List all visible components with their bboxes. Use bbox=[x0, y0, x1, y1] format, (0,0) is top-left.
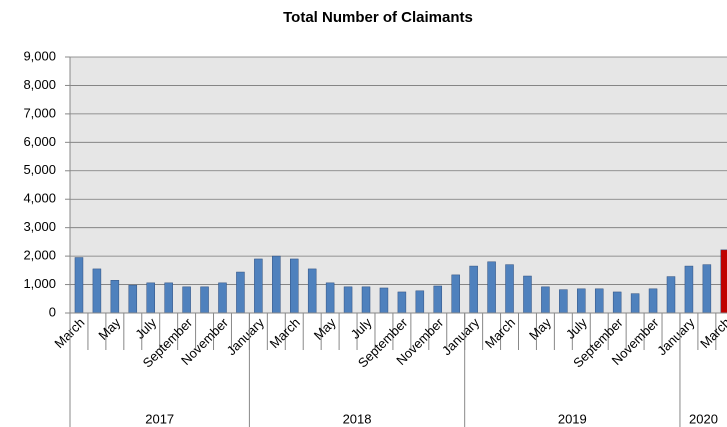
bar bbox=[720, 249, 727, 314]
bar bbox=[218, 282, 227, 314]
y-tick-label: 5,000 bbox=[23, 162, 56, 177]
bar bbox=[254, 258, 263, 314]
bar bbox=[541, 286, 550, 314]
group-label: 2017 bbox=[145, 411, 174, 426]
y-tick-label: 8,000 bbox=[23, 77, 56, 92]
bar bbox=[110, 280, 120, 314]
bar bbox=[343, 286, 353, 314]
bar bbox=[236, 271, 245, 314]
y-tick-label: 1,000 bbox=[23, 276, 56, 291]
x-tick-label: July bbox=[348, 315, 375, 342]
bar bbox=[469, 265, 478, 314]
bar bbox=[630, 293, 640, 314]
x-tick-label: March bbox=[51, 315, 87, 351]
bar bbox=[74, 257, 84, 314]
bar bbox=[433, 285, 443, 314]
bar bbox=[487, 261, 496, 314]
x-tick-label: July bbox=[563, 315, 590, 342]
chart-title: Total Number of Claimants bbox=[283, 9, 473, 26]
bar bbox=[702, 264, 712, 314]
bar bbox=[325, 282, 335, 314]
x-tick-label: July bbox=[132, 315, 159, 342]
x-tick-label: January bbox=[439, 315, 483, 359]
bar bbox=[272, 255, 281, 314]
x-tick-label: January bbox=[224, 315, 268, 359]
bar bbox=[559, 289, 568, 314]
y-tick-label: 2,000 bbox=[23, 248, 56, 263]
bar bbox=[684, 265, 694, 314]
bar bbox=[307, 268, 317, 314]
x-tick-label: May bbox=[95, 315, 123, 343]
bar bbox=[397, 291, 407, 314]
bar bbox=[164, 282, 173, 314]
bar bbox=[648, 288, 658, 314]
bar bbox=[146, 282, 155, 314]
bar bbox=[612, 291, 622, 314]
group-label: 2018 bbox=[343, 411, 372, 426]
y-tick-label: 3,000 bbox=[23, 219, 56, 234]
y-tick-label: 0 bbox=[49, 304, 56, 319]
x-tick-label: May bbox=[526, 315, 554, 343]
group-label: 2020 bbox=[689, 411, 718, 426]
y-tick-label: 7,000 bbox=[23, 105, 56, 120]
bar bbox=[577, 288, 586, 314]
y-tick-label: 9,000 bbox=[23, 48, 56, 63]
x-tick-label: May bbox=[311, 315, 339, 343]
bar bbox=[379, 287, 389, 314]
bar bbox=[361, 286, 371, 314]
bar bbox=[290, 258, 299, 314]
y-tick-label: 6,000 bbox=[23, 134, 56, 149]
x-tick-label: March bbox=[697, 315, 727, 351]
bar bbox=[451, 274, 460, 314]
bar bbox=[200, 286, 209, 314]
y-tick-label: 4,000 bbox=[23, 191, 56, 206]
group-label: 2019 bbox=[558, 411, 587, 426]
x-tick-label: January bbox=[654, 315, 698, 359]
bar bbox=[92, 268, 102, 314]
plot-area bbox=[70, 57, 727, 313]
bar bbox=[415, 290, 425, 314]
x-tick-label: March bbox=[482, 315, 518, 351]
bar bbox=[182, 286, 191, 314]
bar bbox=[505, 264, 514, 314]
bar bbox=[594, 288, 604, 314]
bar bbox=[523, 275, 532, 314]
bar bbox=[128, 284, 138, 314]
x-tick-label: March bbox=[267, 315, 303, 351]
bar bbox=[666, 276, 676, 314]
